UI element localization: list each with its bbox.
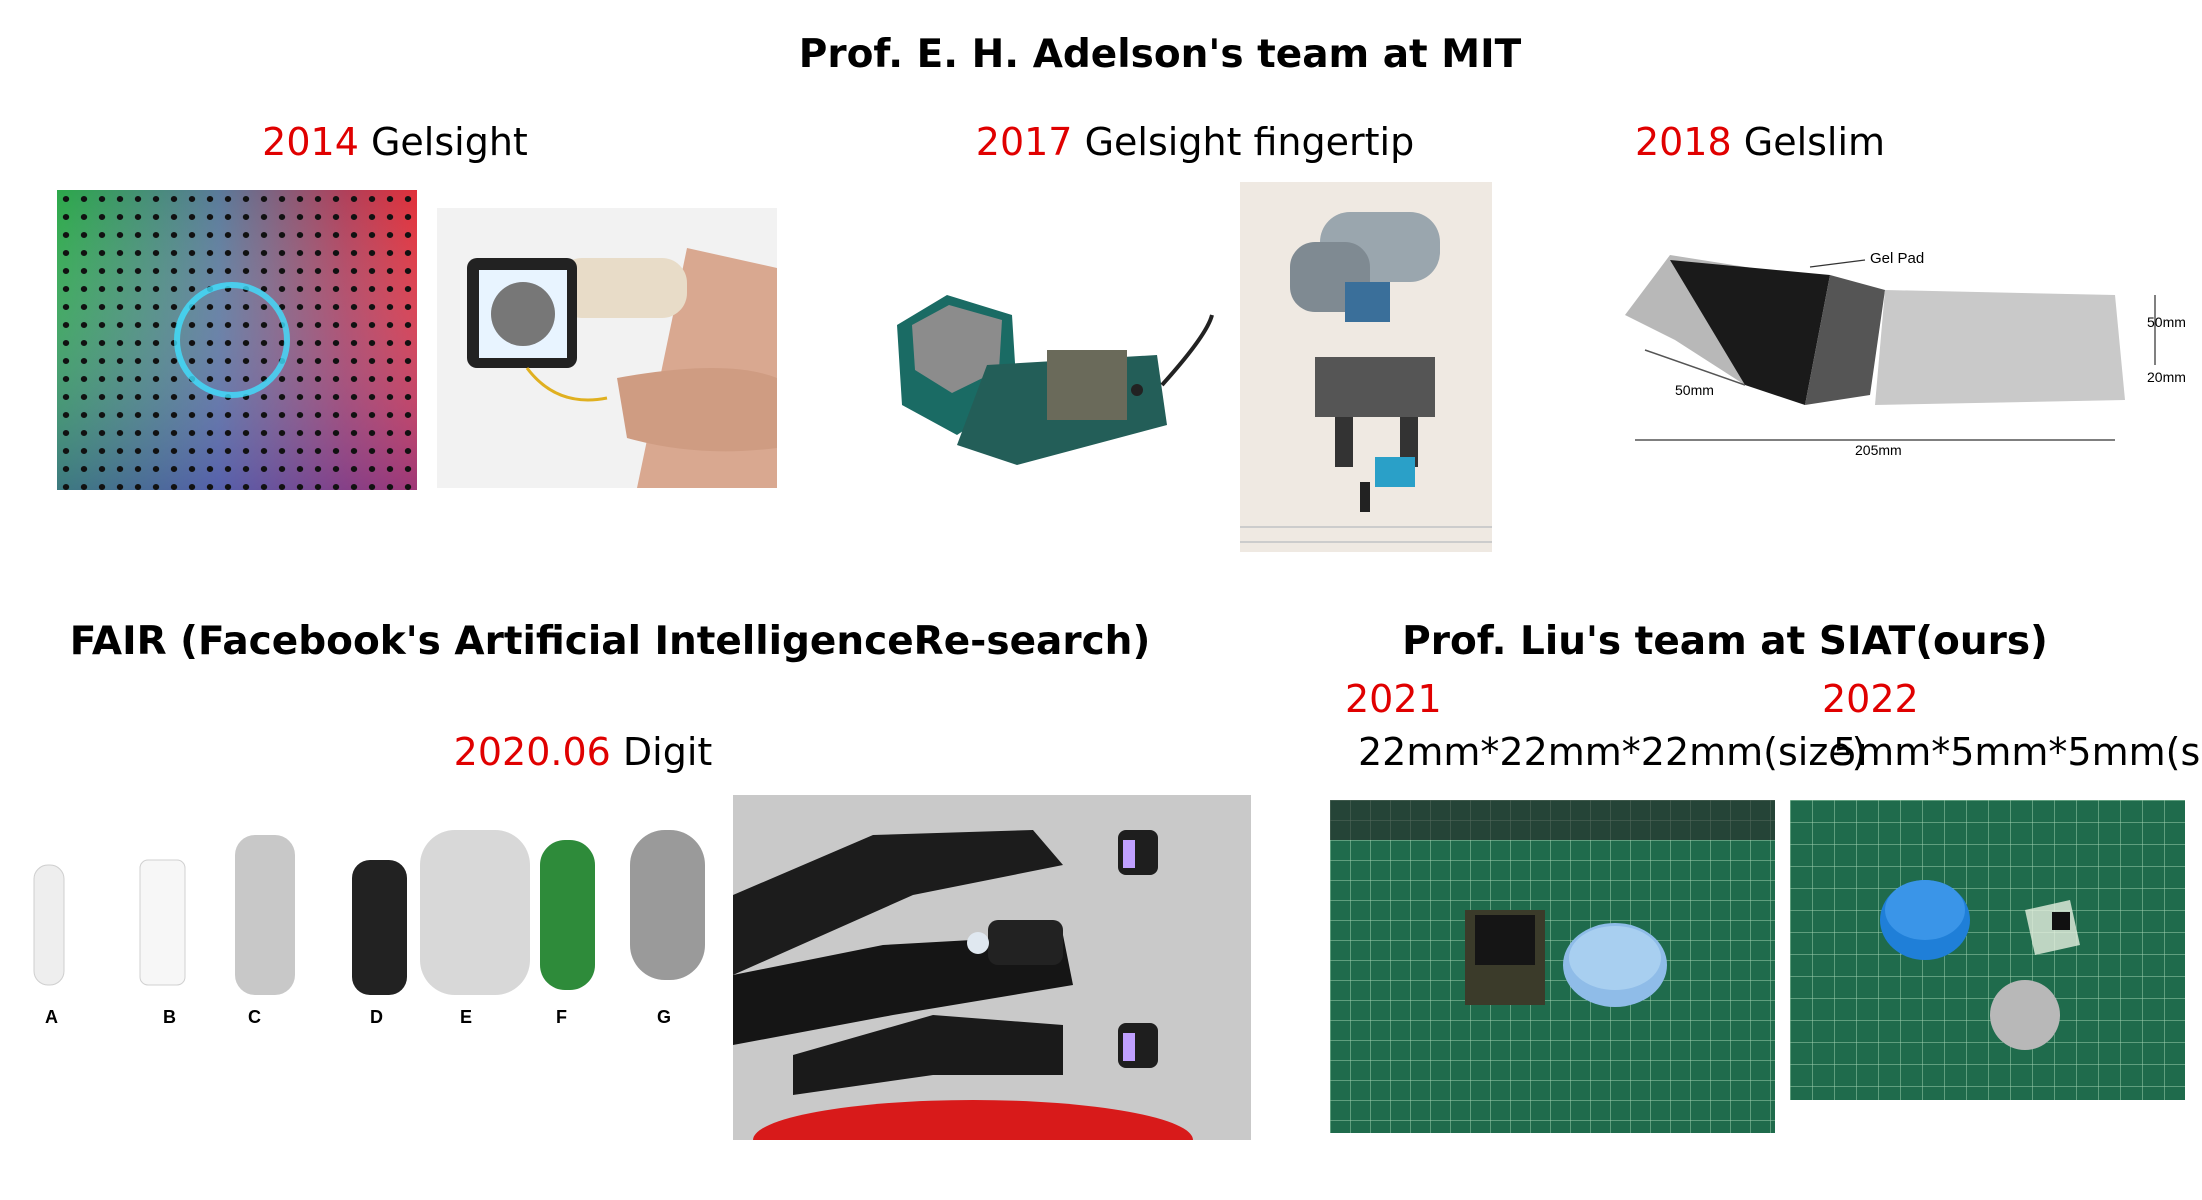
name-gelsight-fingertip: Gelsight fingertip — [1084, 120, 1415, 164]
year-2022: 2022 — [1822, 677, 1919, 721]
gelsight-finger-photo — [437, 208, 777, 488]
mit-heading: Prof. E. H. Adelson's team at MIT — [798, 32, 1522, 77]
digit-exploded-view — [20, 825, 720, 1035]
size-2021: 22mm*22mm*22mm(size) — [1358, 730, 1867, 774]
part-label-b: B — [163, 1007, 176, 1027]
siat-heading: Prof. Liu's team at SIAT(ours) — [1402, 619, 2048, 664]
part-label-g: G — [657, 1007, 672, 1027]
siat-2022-sensor-photo — [1790, 800, 2185, 1100]
year-2014: 2014 — [262, 120, 359, 164]
part-label-a: A — [45, 1007, 58, 1027]
year-2020-06: 2020.06 — [453, 730, 611, 774]
part-label-d: D — [370, 1007, 383, 1027]
caption-gelsight-fingertip: 2017 Gelsight fingertip — [976, 123, 1414, 161]
name-gelslim: Gelslim — [1743, 120, 1886, 164]
gelslim-label-length: 205mm — [1855, 442, 1902, 458]
year-2018: 2018 — [1634, 120, 1732, 164]
gelslim-label-depth: 20mm — [2147, 369, 2186, 385]
year-2021: 2021 — [1345, 677, 1442, 721]
gelslim-label-len1: 50mm — [1675, 382, 1714, 398]
year-2017: 2017 — [975, 120, 1073, 164]
gelsight-marker-image — [57, 190, 417, 490]
gelslim-label-height: 50mm — [2147, 314, 2186, 330]
caption-gelsight: 2014 Gelsight — [262, 123, 528, 161]
gelsight-fingertip-robot — [1240, 182, 1492, 552]
gelslim-diagram: Gel Pad 50mm 50mm 20mm 205mm — [1615, 245, 2190, 460]
part-label-c: C — [248, 1007, 261, 1027]
name-gelsight: Gelsight — [370, 120, 528, 164]
siat-2021-sensor-photo — [1330, 800, 1775, 1133]
name-digit: Digit — [622, 730, 713, 774]
caption-gelslim: 2018 Gelslim — [1635, 123, 1885, 161]
caption-digit: 2020.06 Digit — [454, 733, 713, 771]
size-2022: 5mm*5mm*5mm(size) — [1833, 730, 2202, 774]
part-label-f: F — [556, 1007, 567, 1027]
part-label-e: E — [460, 1007, 473, 1027]
gelslim-label-gel-pad: Gel Pad — [1870, 250, 1925, 267]
gelsight-fingertip-sensor — [887, 275, 1222, 487]
fair-heading: FAIR (Facebook's Artificial Intelligence… — [69, 619, 1151, 664]
digit-robot-hand-photo — [733, 795, 1251, 1140]
